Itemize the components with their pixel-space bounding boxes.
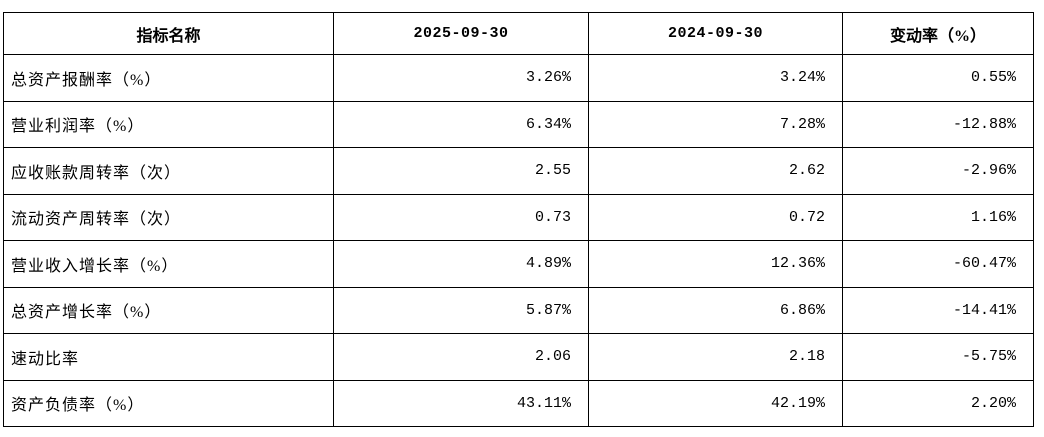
- table-header-row: 指标名称 2025-09-30 2024-09-30 变动率（%）: [3, 12, 1034, 55]
- value-2024-cell: 7.28%: [588, 100, 843, 148]
- change-rate-cell: 2.20%: [842, 379, 1034, 427]
- value-2024-cell: 42.19%: [588, 379, 843, 427]
- value-2025-cell: 5.87%: [333, 286, 589, 334]
- change-rate-cell: -14.41%: [842, 286, 1034, 334]
- column-header-2025-09-30: 2025-09-30: [333, 12, 589, 55]
- table-row: 速动比率 2.06 2.18 -5.75%: [3, 333, 1034, 381]
- indicator-name-cell: 速动比率: [3, 333, 334, 381]
- value-2025-cell: 2.55: [333, 147, 589, 195]
- column-header-2024-09-30: 2024-09-30: [588, 12, 843, 55]
- value-2025-cell: 2.06: [333, 333, 589, 381]
- value-2024-cell: 6.86%: [588, 286, 843, 334]
- table-row: 营业收入增长率（%） 4.89% 12.36% -60.47%: [3, 240, 1034, 288]
- table-row: 总资产报酬率（%） 3.26% 3.24% 0.55%: [3, 54, 1034, 102]
- table-row: 营业利润率（%） 6.34% 7.28% -12.88%: [3, 100, 1034, 148]
- value-2025-cell: 43.11%: [333, 379, 589, 427]
- change-rate-cell: -2.96%: [842, 147, 1034, 195]
- indicator-name-cell: 应收账款周转率（次）: [3, 147, 334, 195]
- indicator-name-cell: 资产负债率（%）: [3, 379, 334, 427]
- change-rate-cell: 0.55%: [842, 54, 1034, 102]
- change-rate-cell: -12.88%: [842, 100, 1034, 148]
- value-2024-cell: 2.18: [588, 333, 843, 381]
- indicator-name-cell: 总资产报酬率（%）: [3, 54, 334, 102]
- value-2024-cell: 3.24%: [588, 54, 843, 102]
- financial-indicators-table: 指标名称 2025-09-30 2024-09-30 变动率（%） 总资产报酬率…: [3, 12, 1034, 427]
- change-rate-cell: 1.16%: [842, 193, 1034, 241]
- table-row: 资产负债率（%） 43.11% 42.19% 2.20%: [3, 379, 1034, 427]
- value-2025-cell: 0.73: [333, 193, 589, 241]
- column-header-indicator-name: 指标名称: [3, 12, 334, 55]
- value-2025-cell: 3.26%: [333, 54, 589, 102]
- table-row: 应收账款周转率（次） 2.55 2.62 -2.96%: [3, 147, 1034, 195]
- change-rate-cell: -5.75%: [842, 333, 1034, 381]
- column-header-change-rate: 变动率（%）: [842, 12, 1034, 55]
- value-2025-cell: 6.34%: [333, 100, 589, 148]
- value-2025-cell: 4.89%: [333, 240, 589, 288]
- table-row: 流动资产周转率（次） 0.73 0.72 1.16%: [3, 193, 1034, 241]
- value-2024-cell: 0.72: [588, 193, 843, 241]
- value-2024-cell: 12.36%: [588, 240, 843, 288]
- indicator-name-cell: 营业收入增长率（%）: [3, 240, 334, 288]
- indicator-name-cell: 总资产增长率（%）: [3, 286, 334, 334]
- change-rate-cell: -60.47%: [842, 240, 1034, 288]
- indicator-name-cell: 流动资产周转率（次）: [3, 193, 334, 241]
- value-2024-cell: 2.62: [588, 147, 843, 195]
- indicator-name-cell: 营业利润率（%）: [3, 100, 334, 148]
- table-row: 总资产增长率（%） 5.87% 6.86% -14.41%: [3, 286, 1034, 334]
